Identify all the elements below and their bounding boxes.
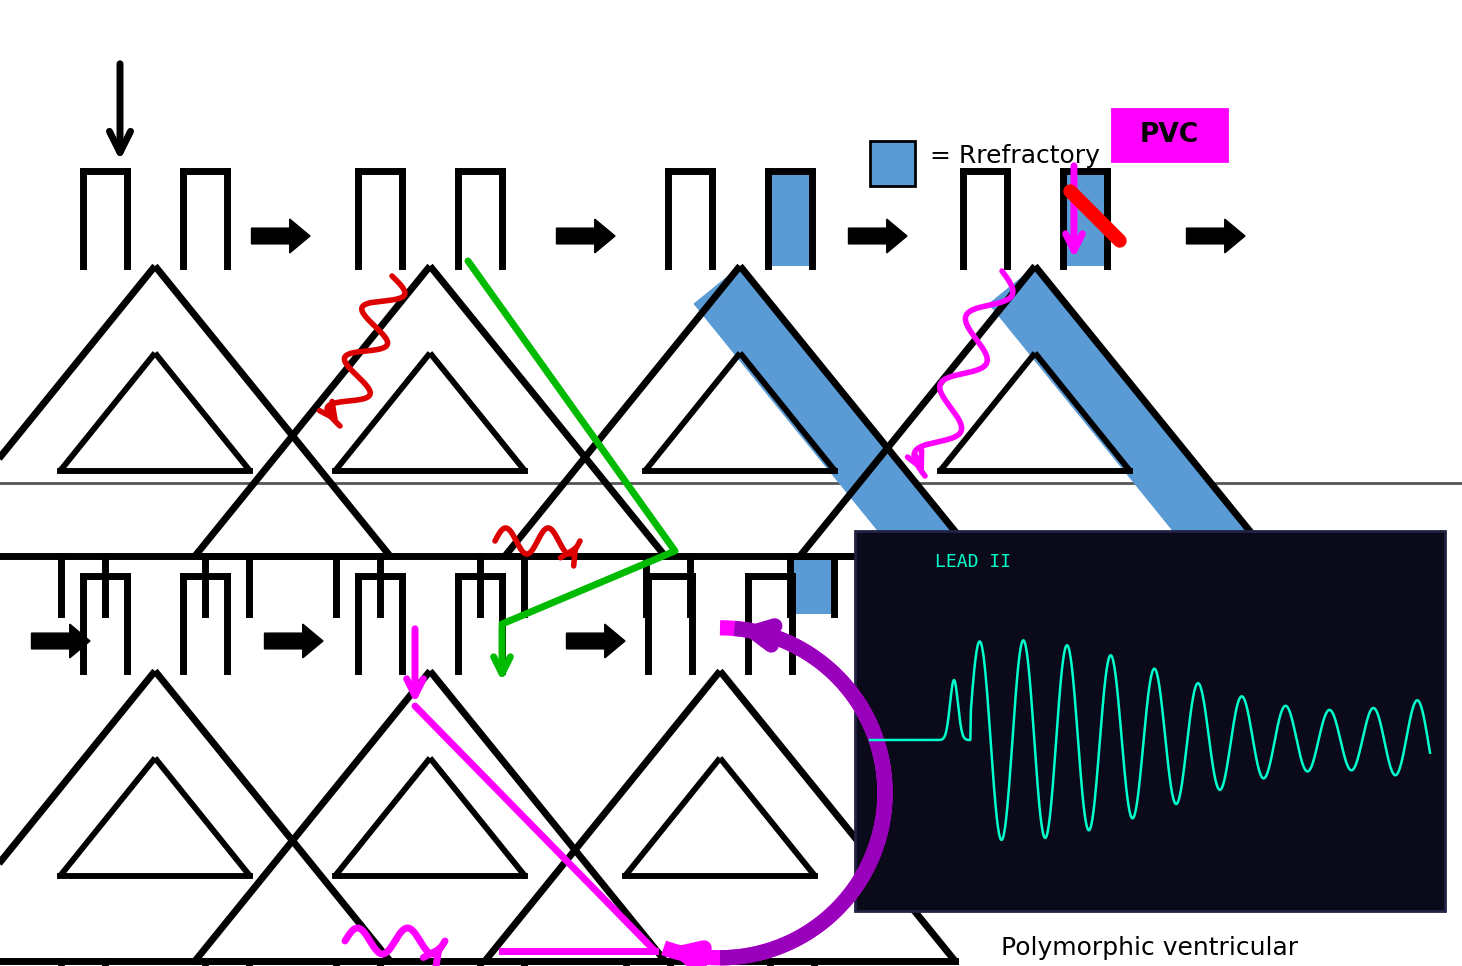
- Polygon shape: [1063, 171, 1107, 266]
- FancyArrow shape: [848, 219, 906, 253]
- Text: Polymorphic ventricular: Polymorphic ventricular: [1001, 936, 1298, 960]
- FancyBboxPatch shape: [870, 141, 915, 186]
- Polygon shape: [693, 266, 975, 594]
- FancyArrow shape: [557, 219, 616, 253]
- Polygon shape: [1085, 556, 1129, 614]
- Text: LEAD II: LEAD II: [936, 553, 1012, 571]
- Polygon shape: [988, 266, 1270, 594]
- Polygon shape: [789, 556, 833, 614]
- Polygon shape: [942, 556, 985, 614]
- Text: PVC: PVC: [1140, 122, 1199, 148]
- FancyBboxPatch shape: [855, 531, 1444, 911]
- FancyArrow shape: [265, 624, 323, 658]
- FancyArrow shape: [1187, 219, 1246, 253]
- FancyArrow shape: [32, 624, 91, 658]
- FancyArrow shape: [566, 624, 624, 658]
- FancyArrow shape: [251, 219, 310, 253]
- FancyBboxPatch shape: [1113, 109, 1227, 161]
- Polygon shape: [768, 171, 811, 266]
- Text: = Rrefractory: = Rrefractory: [930, 144, 1099, 168]
